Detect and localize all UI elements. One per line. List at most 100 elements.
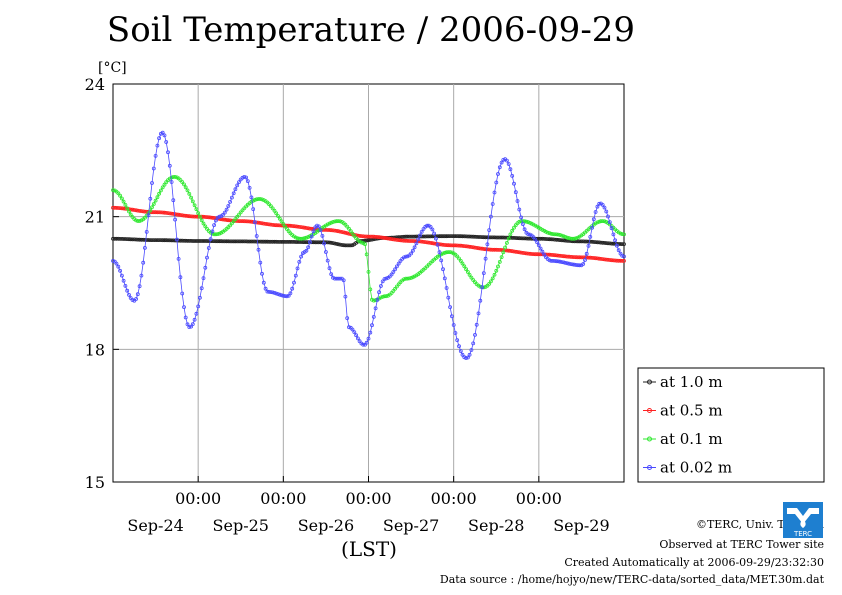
data-point — [428, 234, 433, 239]
data-point — [499, 160, 504, 165]
data-point — [391, 237, 396, 242]
data-point — [229, 221, 234, 226]
data-point — [560, 254, 564, 258]
data-point — [176, 256, 181, 261]
data-point — [256, 239, 261, 244]
data-point — [153, 198, 158, 203]
data-point — [382, 235, 387, 240]
data-point — [283, 224, 288, 229]
data-point — [496, 264, 500, 269]
data-point — [153, 238, 158, 243]
data-point — [561, 260, 566, 265]
data-point — [600, 219, 605, 224]
data-point — [501, 157, 506, 162]
data-point — [457, 234, 461, 239]
data-point — [547, 258, 552, 263]
data-point — [410, 248, 415, 253]
data-point — [295, 240, 300, 244]
data-point — [336, 219, 341, 224]
x-tick-label: 00:00 — [431, 489, 477, 508]
data-point — [318, 240, 323, 245]
data-point — [112, 205, 117, 210]
data-point — [515, 250, 520, 254]
data-point — [407, 276, 412, 281]
data-point — [332, 241, 337, 246]
data-point — [238, 239, 243, 244]
data-point — [490, 276, 495, 281]
data-point — [457, 256, 461, 261]
data-point — [409, 234, 414, 239]
data-point — [270, 239, 275, 244]
data-point — [142, 245, 147, 250]
data-point — [522, 227, 527, 232]
x-tick-label: 00:00 — [175, 489, 221, 508]
data-point — [162, 238, 167, 243]
data-point — [189, 214, 194, 219]
data-point — [120, 273, 124, 278]
data-point — [398, 238, 403, 243]
data-point — [609, 226, 614, 231]
data-point — [199, 218, 204, 223]
data-point — [281, 293, 286, 298]
data-point — [558, 238, 562, 243]
data-point — [504, 158, 509, 163]
data-point — [166, 238, 170, 243]
data-point — [261, 280, 266, 285]
data-point — [111, 258, 115, 263]
data-point — [194, 239, 199, 243]
data-point — [190, 322, 195, 327]
data-point — [228, 239, 233, 244]
data-point — [120, 206, 124, 211]
data-point — [496, 172, 500, 176]
data-point — [203, 215, 208, 219]
data-point — [350, 327, 355, 332]
data-point — [297, 224, 302, 229]
data-point — [233, 217, 238, 222]
data-point — [600, 240, 605, 245]
data-point — [380, 294, 385, 299]
data-point — [166, 211, 170, 216]
data-point — [448, 250, 453, 255]
data-point — [428, 224, 433, 229]
data-point — [522, 219, 527, 224]
data-point — [545, 237, 550, 242]
data-point — [226, 204, 231, 208]
data-point — [474, 322, 479, 327]
data-point — [281, 239, 286, 244]
data-point — [258, 197, 263, 201]
data-point — [345, 231, 350, 236]
data-point — [622, 254, 626, 259]
data-point — [247, 185, 252, 190]
series-at-1-0-m — [111, 234, 626, 248]
data-point — [359, 240, 364, 245]
data-point — [329, 220, 334, 225]
data-point — [203, 224, 208, 229]
data-point — [189, 195, 194, 200]
data-point — [488, 247, 493, 252]
data-point — [481, 271, 486, 276]
data-point — [448, 243, 453, 248]
data-point — [316, 240, 321, 245]
data-point — [325, 228, 330, 232]
data-point — [622, 232, 626, 237]
data-point — [584, 251, 589, 256]
data-point — [167, 238, 172, 243]
data-point — [560, 238, 564, 243]
data-point — [558, 233, 562, 237]
data-point — [127, 209, 131, 214]
data-point — [576, 239, 580, 244]
data-point — [169, 238, 174, 243]
data-point — [519, 215, 523, 220]
data-point — [316, 224, 321, 229]
data-point — [361, 234, 366, 239]
data-point — [336, 229, 341, 234]
data-point — [547, 252, 552, 257]
data-point — [297, 236, 302, 241]
data-point — [233, 187, 238, 192]
data-point — [389, 272, 394, 277]
data-point — [510, 228, 515, 233]
data-point — [483, 256, 488, 261]
data-point — [432, 231, 437, 236]
data-point — [157, 191, 162, 196]
